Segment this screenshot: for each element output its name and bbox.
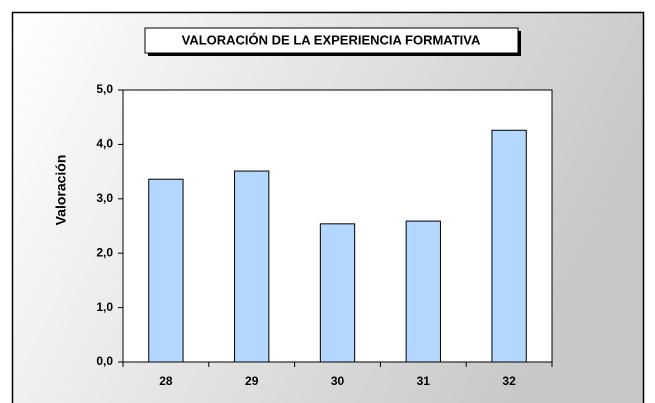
bar (491, 129, 527, 363)
bar (319, 223, 356, 363)
x-tick-label: 30 (331, 374, 345, 388)
x-tick-label: 29 (245, 374, 259, 388)
x-tick-label: 31 (417, 374, 431, 388)
y-tick-label: 2,0 (96, 245, 113, 259)
y-tick-label: 3,0 (96, 191, 113, 205)
title-box (144, 27, 519, 54)
x-tick-label: 32 (502, 374, 516, 388)
y-tick-label: 1,0 (96, 300, 113, 314)
bar (234, 170, 270, 363)
chart-title: VALORACIÓN DE LA EXPERIENCIA FORMATIVA (182, 32, 481, 47)
x-tick-label: 28 (159, 374, 173, 388)
bar (148, 178, 184, 363)
y-tick-label: 0,0 (96, 354, 113, 368)
y-tick-label: 4,0 (96, 137, 113, 151)
bar (405, 220, 441, 363)
y-tick-label: 5,0 (96, 82, 113, 96)
y-axis-label: Valoración (53, 155, 69, 226)
